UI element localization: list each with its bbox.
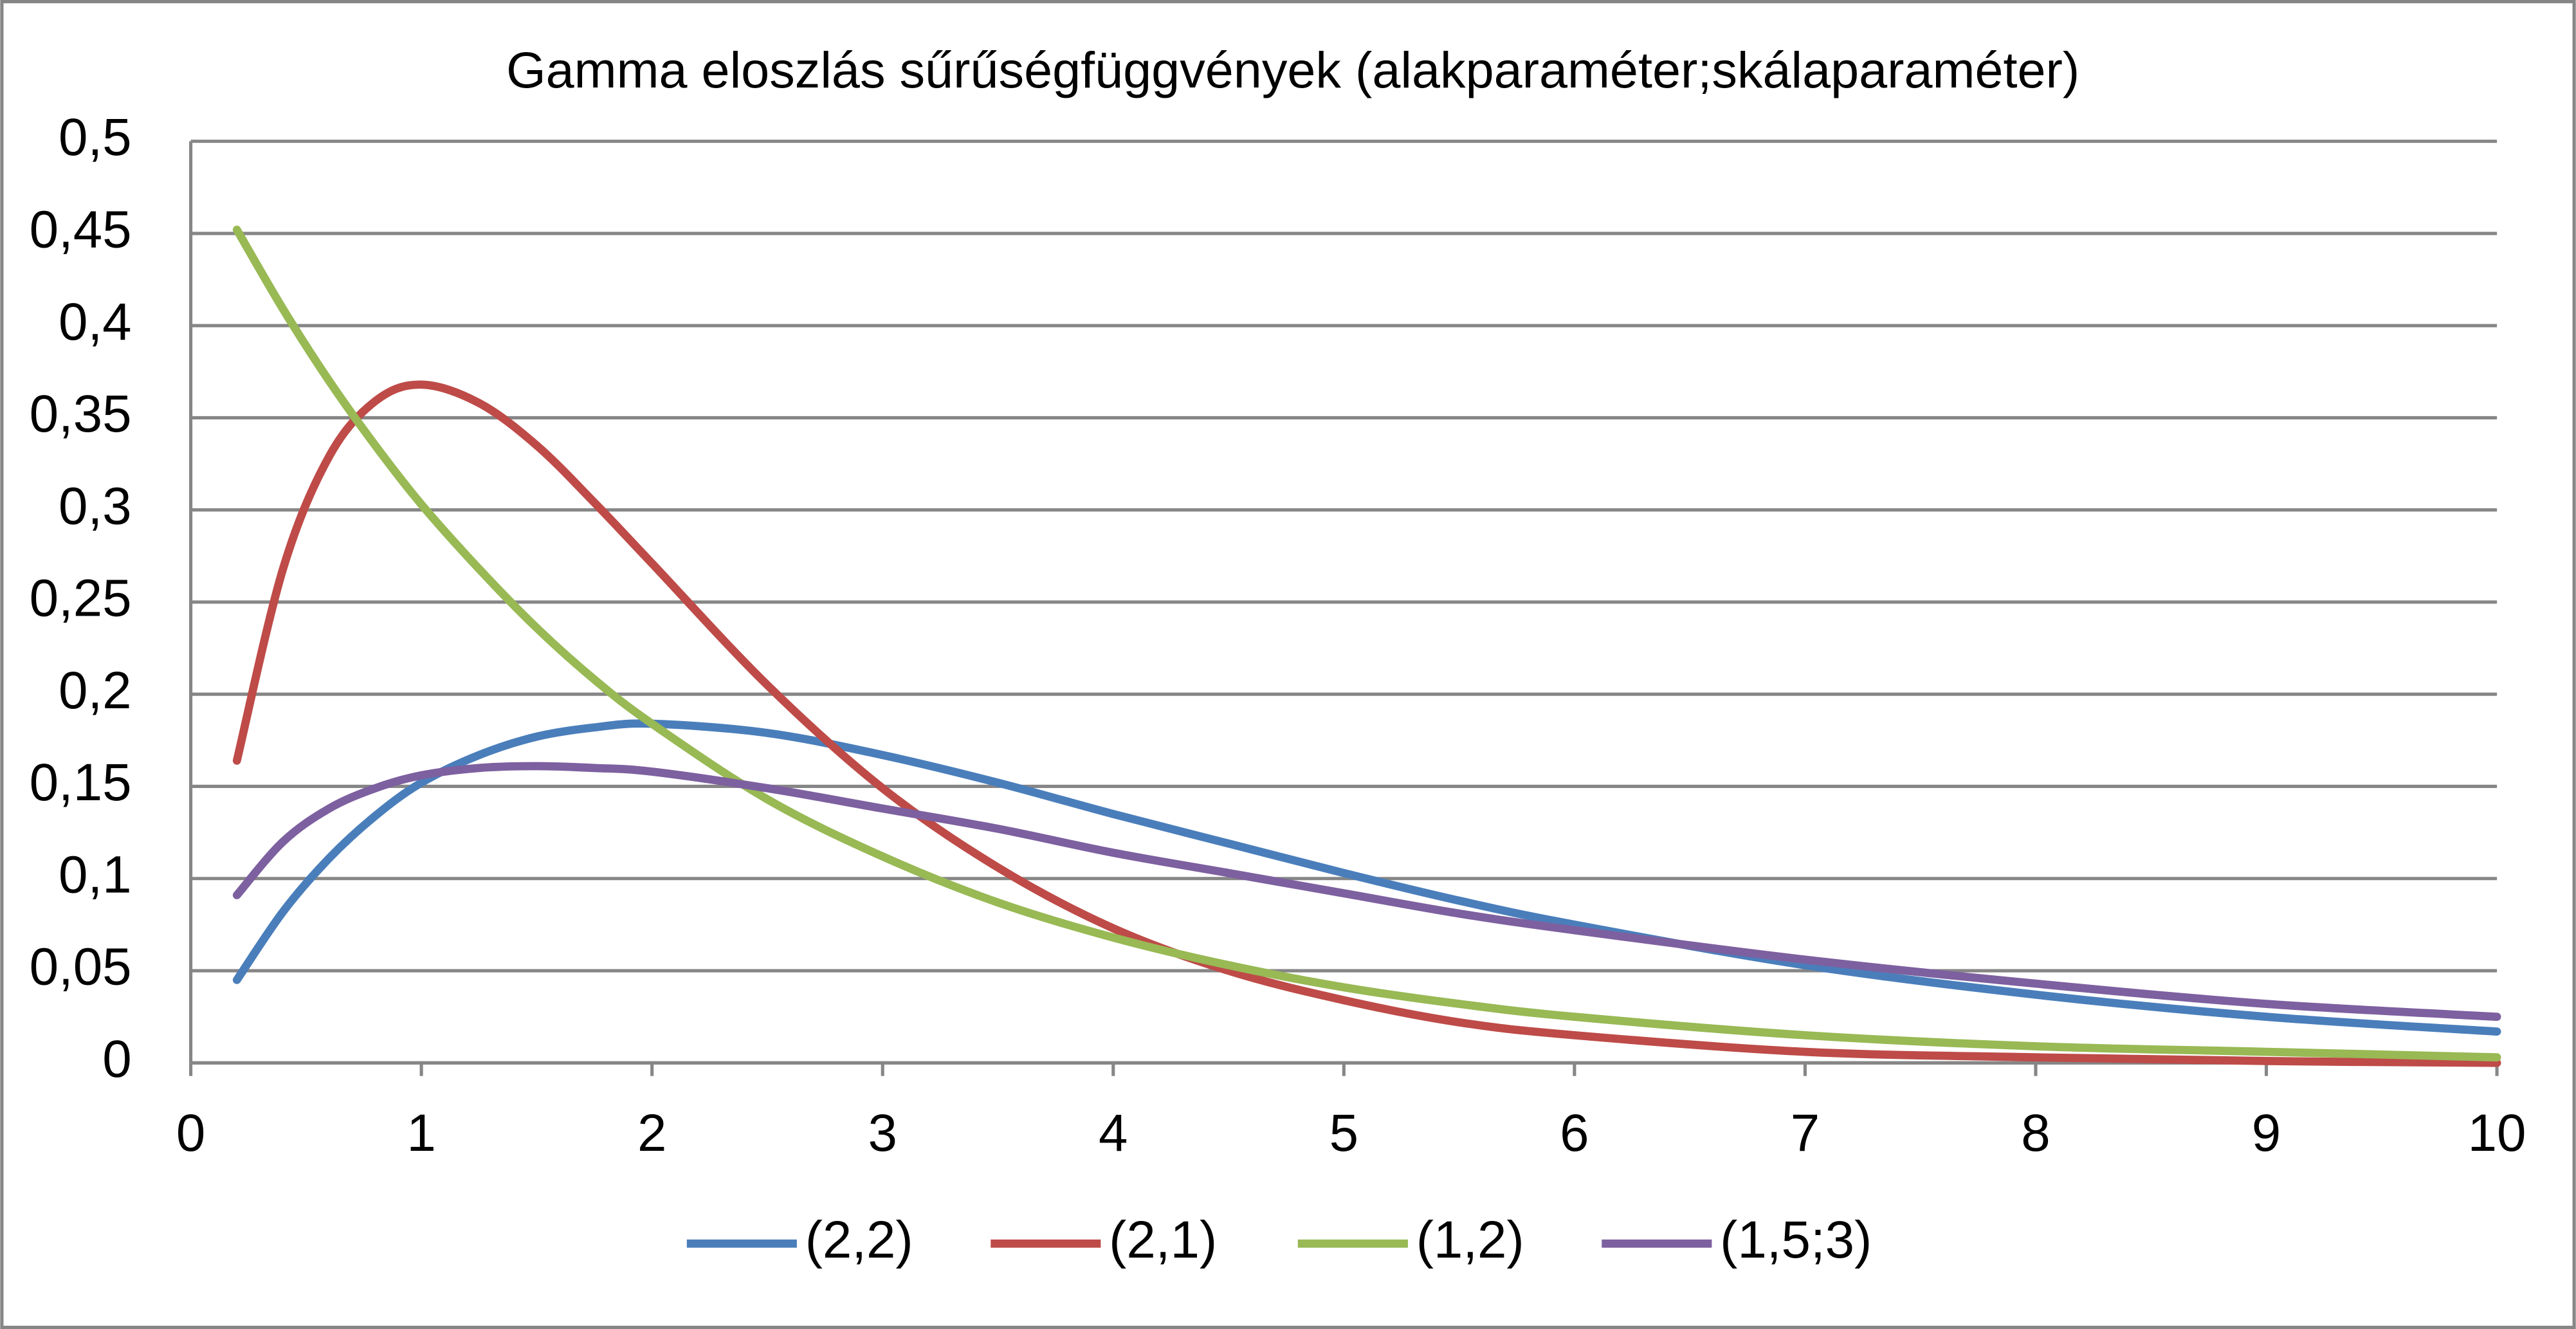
x-tick-label: 8 <box>2021 1104 2050 1162</box>
chart-title: Gamma eloszlás sűrűségfüggvények (alakpa… <box>506 41 2079 98</box>
y-tick-label: 0,35 <box>30 385 132 443</box>
x-tick-label: 6 <box>1560 1104 1589 1162</box>
x-tick-label: 10 <box>2468 1104 2526 1162</box>
x-tick-label: 2 <box>637 1104 666 1162</box>
y-tick-label: 0,2 <box>59 661 132 720</box>
y-tick-label: 0,45 <box>30 200 132 259</box>
y-tick-label: 0,25 <box>30 569 132 628</box>
y-tick-label: 0,3 <box>59 477 132 535</box>
x-tick-label: 7 <box>1791 1104 1820 1162</box>
y-tick-label: 0,1 <box>59 845 132 904</box>
x-tick-label: 4 <box>1099 1104 1128 1162</box>
x-tick-label: 3 <box>868 1104 897 1162</box>
line-series <box>232 380 2501 1067</box>
legend-label: (2,1) <box>1109 1211 1217 1269</box>
line-series <box>232 762 2501 1022</box>
y-tick-label: 0,4 <box>59 293 132 351</box>
legend-label: (2,2) <box>805 1211 913 1269</box>
x-tick-label: 9 <box>2252 1104 2281 1162</box>
x-tick-label: 5 <box>1329 1104 1358 1162</box>
y-tick-label: 0,15 <box>30 753 132 812</box>
x-tick-label: 1 <box>406 1104 435 1162</box>
y-tick-label: 0,5 <box>59 108 132 167</box>
x-tick-label: 0 <box>176 1104 205 1162</box>
line-series <box>232 719 2501 1036</box>
legend-label: (1,2) <box>1416 1211 1524 1269</box>
legend-label: (1,5;3) <box>1720 1211 1872 1269</box>
y-tick-label: 0,05 <box>30 938 132 996</box>
y-tick-label: 0 <box>102 1030 131 1088</box>
line-series <box>232 225 2501 1062</box>
